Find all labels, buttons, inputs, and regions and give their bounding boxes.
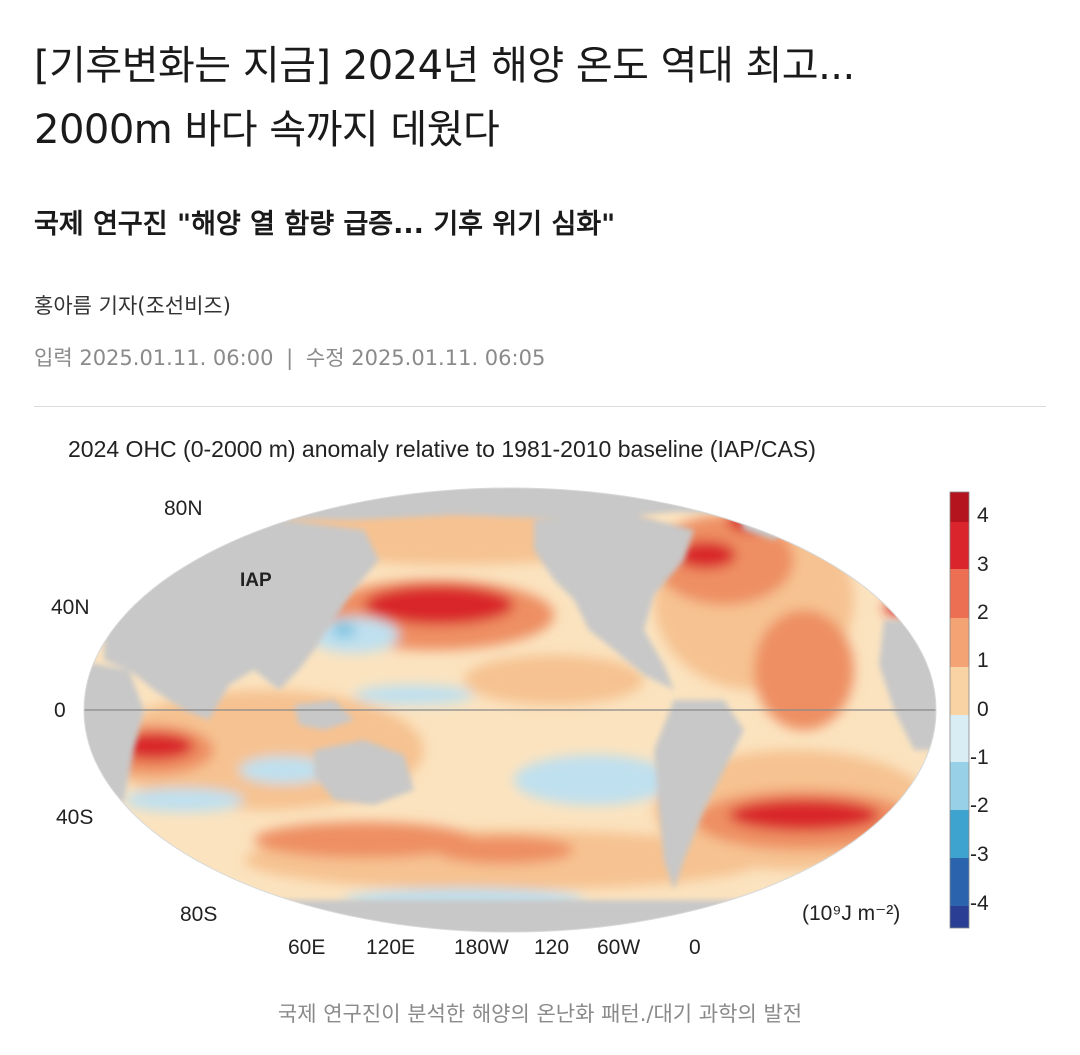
longitude-labels: 60E 120E 180W 120 60W 0 <box>288 936 701 959</box>
headline-line-1: [기후변화는 지금] 2024년 해양 온도 역대 최고... <box>34 43 855 89</box>
lat-label-40n: 40N <box>51 596 90 619</box>
ohc-anomaly-map: 2024 OHC (0-2000 m) anomaly relative to … <box>51 436 989 959</box>
byline-link[interactable]: 홍아름 기자(조선비즈) <box>34 294 231 318</box>
lat-label-0: 0 <box>54 699 66 722</box>
figure-caption: 국제 연구진이 분석한 해양의 온난화 패턴./대기 과학의 발전 <box>277 1002 803 1026</box>
colorbar-tick: -3 <box>970 843 989 866</box>
unit-label: (10⁹J m⁻²) <box>802 902 900 925</box>
lon-label-0: 0 <box>689 936 701 959</box>
modified-label: 수정 <box>305 346 345 370</box>
lon-label-60e: 60E <box>288 936 325 959</box>
header-divider <box>34 406 1046 407</box>
dataset-label: IAP <box>240 570 272 591</box>
lat-label-40s: 40S <box>56 806 93 829</box>
publish-dates: 입력 2025.01.11. 06:00 | 수정 2025.01.11. 06… <box>34 342 545 372</box>
colorbar-ticks: 4 3 2 1 0 -1 -2 -3 -4 <box>970 504 989 915</box>
lon-label-120: 120 <box>534 936 569 959</box>
globe-outline <box>83 487 937 933</box>
lon-label-60w: 60W <box>597 936 640 959</box>
lon-label-120e: 120E <box>366 936 415 959</box>
input-date: 2025.01.11. 06:00 <box>79 346 274 370</box>
date-separator: | <box>286 346 294 370</box>
colorbar-tick: 4 <box>977 504 989 527</box>
colorbar-tick: -1 <box>970 746 989 769</box>
lat-label-80s: 80S <box>180 903 217 926</box>
map-globe <box>84 488 936 932</box>
colorbar-tick: 1 <box>977 649 989 672</box>
headline-line-2: 2000m 바다 속까지 데웠다 <box>34 107 500 153</box>
colorbar-tick: 3 <box>977 553 989 576</box>
colorbar: 4 3 2 1 0 -1 -2 -3 -4 <box>949 491 989 929</box>
lat-label-80n: 80N <box>164 497 203 520</box>
lon-label-180w: 180W <box>454 936 509 959</box>
input-label: 입력 <box>34 346 73 370</box>
modified-date: 2025.01.11. 06:05 <box>351 346 546 370</box>
colorbar-tick: -2 <box>970 794 989 817</box>
latitude-labels: 80N 40N 0 40S 80S <box>51 497 217 926</box>
colorbar-tick: 0 <box>977 698 989 721</box>
colorbar-tick: 2 <box>977 601 989 624</box>
map-title: 2024 OHC (0-2000 m) anomaly relative to … <box>68 436 816 462</box>
article-figure[interactable]: 2024 OHC (0-2000 m) anomaly relative to … <box>34 420 1046 980</box>
article-headline: [기후변화는 지금] 2024년 해양 온도 역대 최고... 2000m 바다… <box>34 34 1044 162</box>
article-subheadline: 국제 연구진 "해양 열 함량 급증... 기후 위기 심화" <box>34 209 616 240</box>
colorbar-tick: -4 <box>970 892 989 915</box>
